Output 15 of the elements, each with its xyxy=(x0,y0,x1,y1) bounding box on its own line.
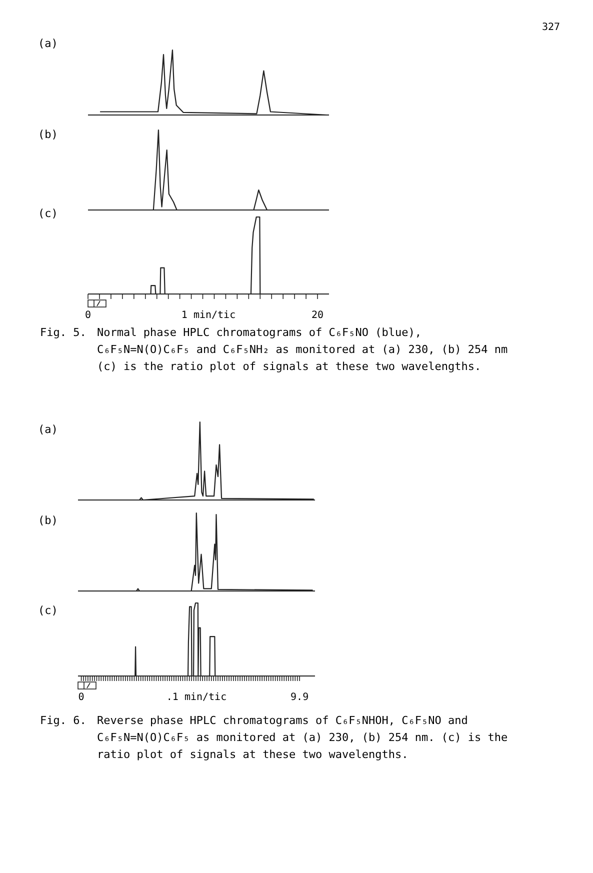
x-tick-label: 0 xyxy=(78,692,84,703)
chart-title: (a) xyxy=(38,37,58,50)
x-axis-title: 1 min/tic xyxy=(181,310,236,321)
chart-title: (c) xyxy=(38,604,58,617)
chart-title: (b) xyxy=(38,514,58,527)
chart-title: (a) xyxy=(38,423,58,436)
x-tick-label: 0 xyxy=(84,310,92,321)
caption: Fig. 6. Reverse phase HPLC chromatograms of C₆F₅NHOH, C₆F₅NO and C₆F₅N=N(O)C₆F₅ as monitored at (a) 230, (b) 254 nm. (c) is the ratio plot of signals at these two wavelengths. xyxy=(40,714,508,761)
chart-title: (c) xyxy=(38,207,58,220)
chart-title: (b) xyxy=(38,128,58,141)
caption: Fig. 5. Normal phase HPLC chromatograms of C₆F₅NO (blue), C₆F₅N=N(O)C₆F₅ and C₆F₅NH₂ as monitored at (a) 230, (b) 254 nm (c) is the ratio plot of signals at these two wavelengths. xyxy=(40,326,508,373)
x-tick-label: 9.9 xyxy=(290,692,309,703)
x-axis-title: .1 min/tic xyxy=(166,692,227,703)
x-tick-label: 20 xyxy=(312,310,324,321)
text: 327 xyxy=(542,22,560,33)
